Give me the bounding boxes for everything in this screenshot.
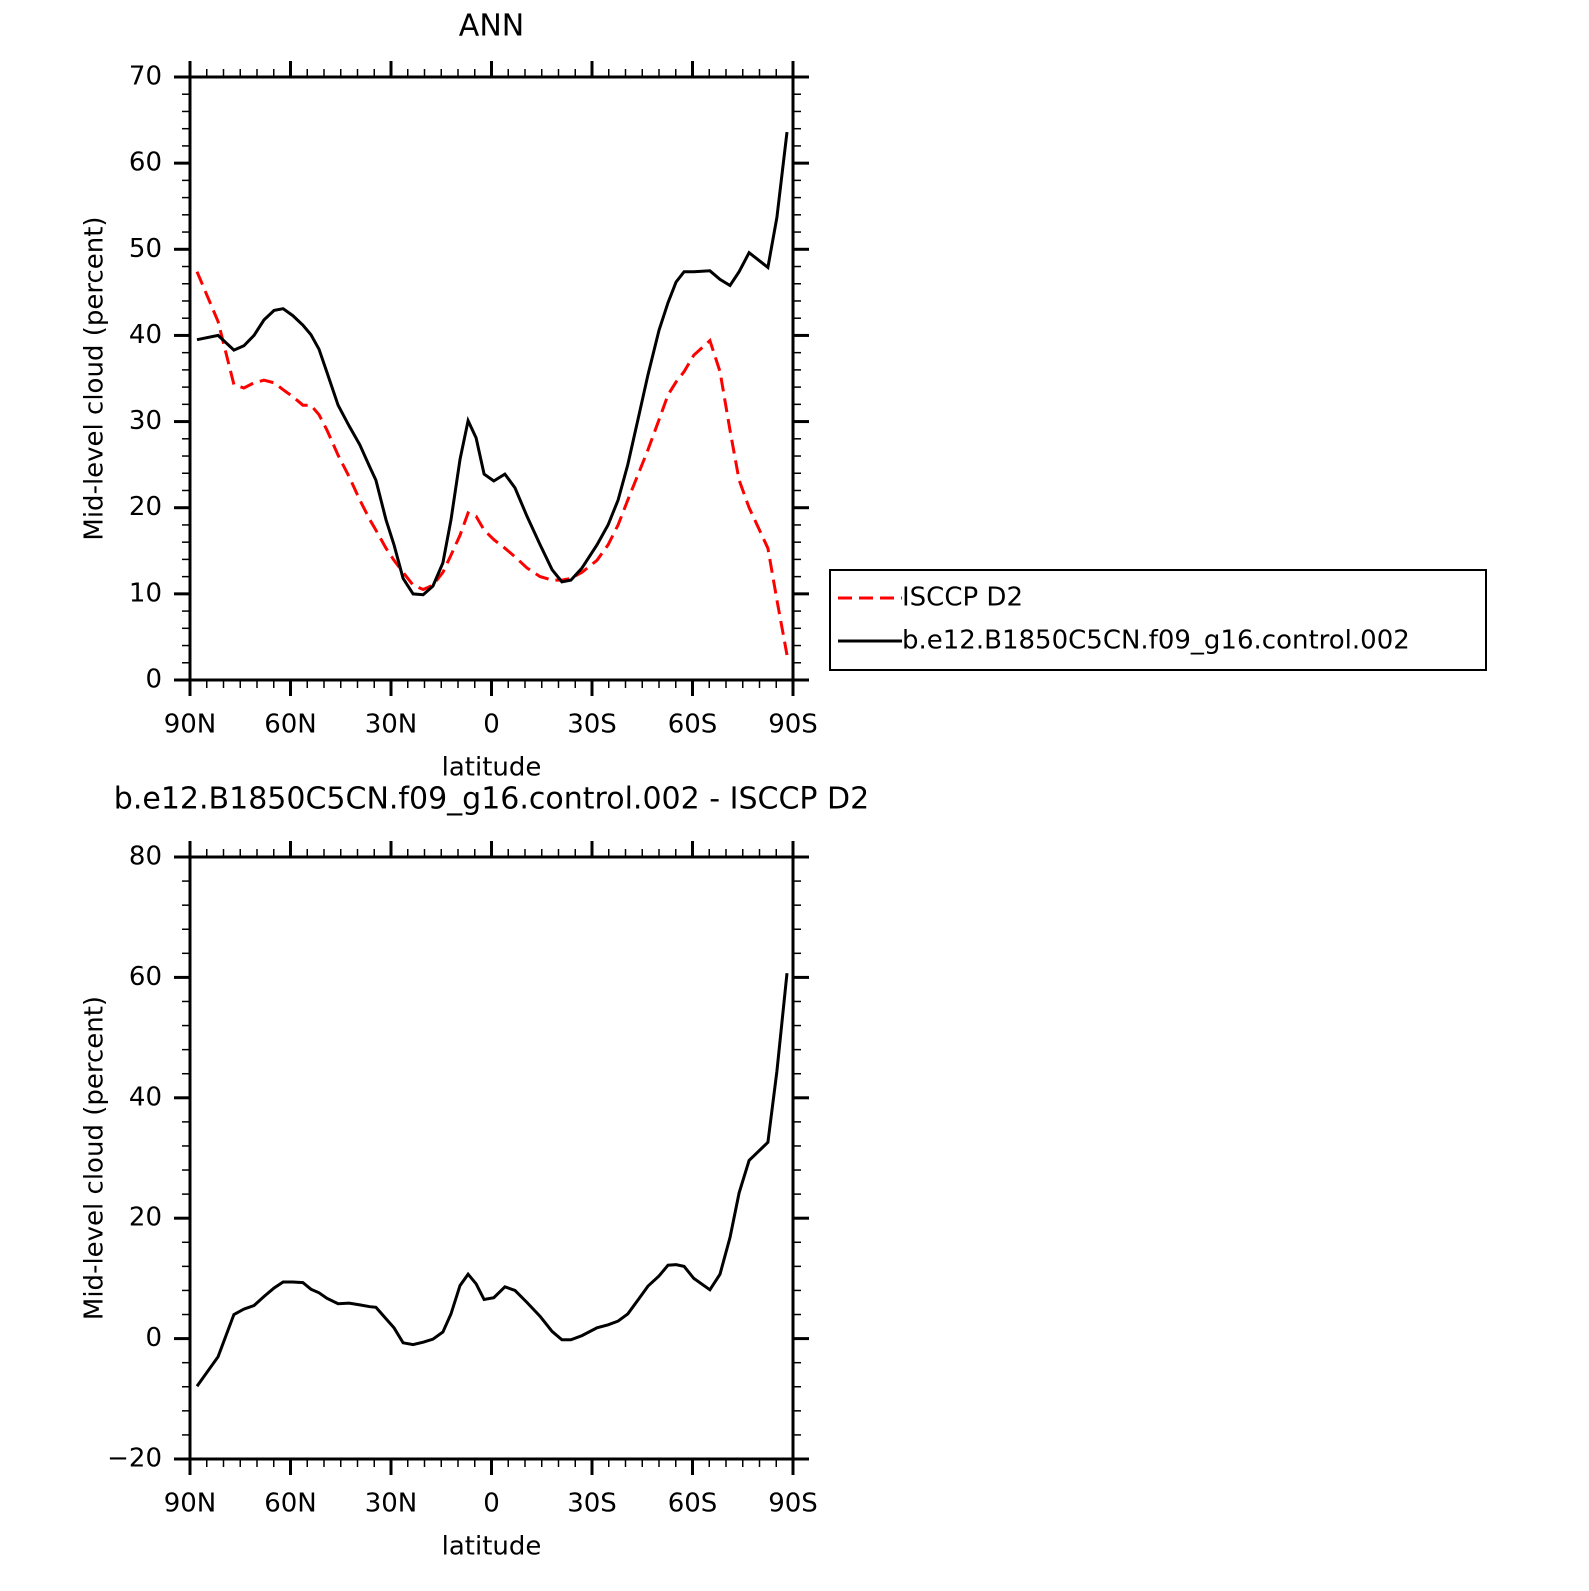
y-tick-label: 60 <box>129 148 162 178</box>
x-axis-label: latitude <box>442 753 542 783</box>
legend-label: b.e12.B1850C5CN.f09_g16.control.002 <box>902 626 1410 656</box>
y-tick-label: 10 <box>129 578 162 608</box>
x-tick-label: 30S <box>567 1489 617 1519</box>
x-tick-label: 60S <box>668 1489 718 1519</box>
x-tick-label: 90N <box>164 1489 217 1519</box>
y-axis-label: Mid-level cloud (percent) <box>80 996 110 1320</box>
y-tick-label: 0 <box>145 1323 162 1353</box>
y-tick-label: 20 <box>129 1203 162 1233</box>
plot-frame <box>188 75 795 682</box>
x-axis-label: latitude <box>442 1532 542 1562</box>
x-tick-label: 90N <box>164 710 217 740</box>
data-line <box>195 973 789 1388</box>
x-tick-label: 90S <box>768 710 818 740</box>
y-axis-label: Mid-level cloud (percent) <box>80 216 110 540</box>
chart-panel: ANN 0 10 20 30 40 50 60 70 90N 60N 30N 0 30S 60S 90S lat… <box>80 9 1487 783</box>
y-tick-label: 40 <box>129 320 162 350</box>
chart-title: ANN <box>459 9 524 44</box>
y-tick-label: 0 <box>145 665 162 695</box>
x-tick-label: 30S <box>567 710 617 740</box>
x-tick-label: 30N <box>365 1489 418 1519</box>
chart-title: b.e12.B1850C5CN.f09_g16.control.002 - IS… <box>114 782 869 817</box>
x-tick-label: 60N <box>264 710 317 740</box>
chart-panel: b.e12.B1850C5CN.f09_g16.control.002 - IS… <box>80 782 870 1562</box>
legend-label: ISCCP D2 <box>902 583 1023 613</box>
x-tick-label: 60S <box>668 710 718 740</box>
data-line <box>196 131 789 597</box>
plot-frame <box>188 855 795 1461</box>
x-tick-label: 0 <box>483 1489 500 1519</box>
y-tick-label: 60 <box>129 962 162 992</box>
y-tick-label: 20 <box>129 492 162 522</box>
y-tick-label: 30 <box>129 406 162 436</box>
x-tick-label: 0 <box>483 710 500 740</box>
y-tick-label: 80 <box>129 842 162 872</box>
x-tick-label: 60N <box>264 1489 317 1519</box>
y-tick-label: −20 <box>107 1444 162 1474</box>
y-tick-label: 50 <box>129 234 162 264</box>
y-tick-label: 40 <box>129 1082 162 1112</box>
x-tick-label: 90S <box>768 1489 818 1519</box>
y-tick-label: 70 <box>129 62 162 92</box>
legend-box <box>829 569 1487 671</box>
x-tick-label: 30N <box>365 710 418 740</box>
data-line <box>195 271 789 656</box>
